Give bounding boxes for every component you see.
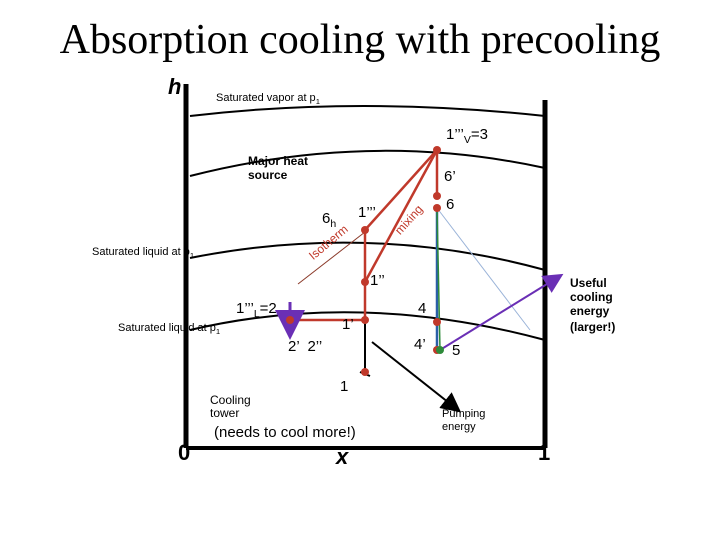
point-1ppp: [361, 226, 369, 234]
point-1V3: [433, 146, 441, 154]
point-6: [433, 204, 441, 212]
useful-cooling-note: (larger!): [570, 320, 616, 334]
point-6-label: 6: [446, 196, 455, 213]
point-1V3-label: 1’’’V=3: [446, 126, 488, 146]
line-1ppp-to-1V3: [364, 149, 438, 231]
useful-cooling-arrow: [439, 273, 564, 351]
saturated-liquid-curve-upper: [189, 241, 546, 271]
point-4-label: 4: [418, 300, 427, 317]
point-1prime: [361, 316, 369, 324]
saturated-vapor-curve-upper: [189, 105, 546, 117]
point-1ppp-label: 1’’’: [358, 204, 376, 221]
line-6-to-5: [436, 207, 441, 351]
cooling-tower-label: Cooling tower: [210, 393, 251, 420]
saturated-vapor-curve-lower: [189, 149, 546, 177]
point-1pp-label: 1’’: [370, 272, 385, 289]
x-axis-min: 0: [178, 440, 191, 465]
major-heat-source-label: Major heat source: [248, 154, 309, 182]
point-4prime-label: 4’: [414, 336, 426, 353]
isotherm-line: [297, 231, 366, 285]
line-1pp-to-1V3: [363, 149, 439, 283]
saturated-vapor-label: Saturated vapor at p1: [216, 92, 320, 107]
point-6prime: [433, 192, 441, 200]
point-1-label: 1: [340, 378, 349, 395]
point-1L2-label: 1’’’L=2: [236, 300, 277, 320]
saturated-liquid-lower-label: Saturated liquid at p1: [118, 322, 221, 337]
saturated-liquid-upper-label: Saturated liquid at p1: [92, 246, 195, 261]
point-1: [361, 368, 369, 376]
pumping-energy-arrow: [371, 341, 462, 413]
point-5-label: 5: [452, 342, 461, 359]
pumping-energy-label: Pumping energy: [442, 408, 486, 433]
x-axis-label: x: [336, 444, 349, 469]
x-axis-max: 1: [538, 440, 551, 465]
point-6h-label: 6h: [322, 210, 337, 230]
point-1prime-label: 1’: [342, 316, 354, 333]
cooling-tower-note: (needs to cool more!): [214, 424, 356, 441]
line-6-to-6prime-mix: [436, 207, 531, 331]
point-6prime-label: 6’: [444, 168, 456, 185]
page-title: Absorption cooling with precooling: [59, 17, 661, 63]
y-axis-label: h: [168, 74, 182, 99]
point-2prime-2pp-label: 2’ 2’’: [288, 338, 323, 355]
useful-cooling-label: Useful cooling energy: [570, 276, 613, 318]
point-1pp: [361, 278, 369, 286]
point-4: [433, 318, 441, 326]
point-5: [436, 346, 444, 354]
point-1L2: [286, 316, 294, 324]
